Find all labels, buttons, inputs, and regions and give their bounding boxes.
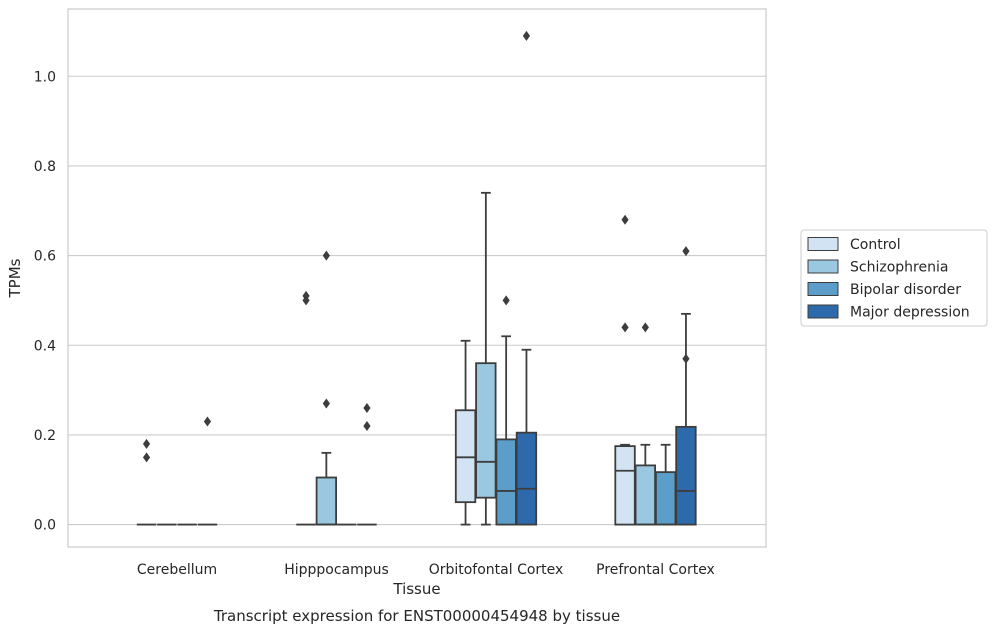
- y-tick-label: 0.8: [34, 159, 56, 175]
- box-body: [315, 476, 338, 526]
- box-body: [454, 409, 477, 504]
- box-body: [655, 471, 677, 526]
- y-tick-label: 0.2: [34, 428, 56, 444]
- outlier-point: [142, 452, 151, 463]
- box-control: [614, 214, 636, 526]
- legend-label: Control: [850, 237, 901, 253]
- chart-caption: Transcript expression for ENST0000045494…: [213, 607, 620, 625]
- legend-item: Major depression: [807, 304, 970, 321]
- box-bipolar-disorder: [495, 295, 517, 526]
- y-tick-label: 0.0: [34, 518, 56, 534]
- x-axis-label: Tissue: [392, 580, 440, 598]
- legend-swatch: [807, 304, 839, 319]
- box-control: [136, 438, 157, 526]
- plot-frame: [67, 8, 767, 548]
- box-body: [675, 425, 697, 526]
- x-tick-label: Orbitofontal Cortex: [429, 562, 564, 578]
- outlier-point: [203, 416, 212, 427]
- outlier-point: [522, 30, 531, 41]
- box-body: [634, 464, 656, 526]
- box-major-depression: [675, 246, 697, 526]
- y-tick-label: 0.6: [34, 249, 56, 265]
- box-control: [296, 290, 316, 526]
- box-body: [614, 445, 636, 526]
- legend-item: Control: [807, 237, 901, 253]
- legend-item: Bipolar disorder: [807, 282, 961, 298]
- box-major-depression: [197, 416, 218, 526]
- box-bipolar-disorder: [655, 443, 677, 526]
- legend-swatch: [807, 282, 839, 296]
- outlier-point: [322, 250, 330, 261]
- legend-label: Bipolar disorder: [850, 282, 961, 298]
- box-control: [454, 339, 477, 526]
- outlier-point: [682, 246, 690, 257]
- outlier-point: [682, 353, 690, 364]
- y-axis-label: TPMs: [6, 258, 24, 298]
- legend: Control Schizophrenia Bipolar disorder Majo…: [800, 229, 988, 327]
- box-body: [475, 362, 497, 499]
- box-schizophrenia: [634, 322, 656, 526]
- outlier-point: [302, 290, 310, 301]
- outlier-point: [621, 322, 629, 333]
- outlier-point: [641, 322, 649, 333]
- outlier-point: [363, 403, 371, 414]
- outlier-point: [502, 295, 510, 306]
- box-major-depression: [357, 403, 377, 526]
- box-schizophrenia: [315, 250, 338, 526]
- legend-frame: [800, 229, 988, 327]
- x-tick-label: Cerebellum: [137, 562, 217, 578]
- y-tick-label: 1.0: [34, 69, 56, 85]
- box-major-depression: [515, 30, 538, 526]
- legend-label: Schizophrenia: [850, 260, 948, 276]
- x-tick-label: Prefrontal Cortex: [596, 562, 715, 578]
- legend-swatch: [807, 259, 839, 274]
- legend-item: Schizophrenia: [807, 259, 948, 276]
- outlier-point: [363, 420, 371, 431]
- outlier-point: [621, 214, 629, 225]
- box-body: [495, 438, 517, 526]
- box-schizophrenia: [475, 191, 497, 526]
- box-body: [515, 431, 538, 526]
- y-tick-label: 0.4: [34, 338, 56, 354]
- outlier-point: [142, 438, 151, 449]
- x-tick-label: Hipppocampus: [284, 562, 389, 578]
- legend-label: Major depression: [850, 305, 970, 321]
- legend-swatch: [807, 237, 839, 251]
- outlier-point: [322, 398, 330, 409]
